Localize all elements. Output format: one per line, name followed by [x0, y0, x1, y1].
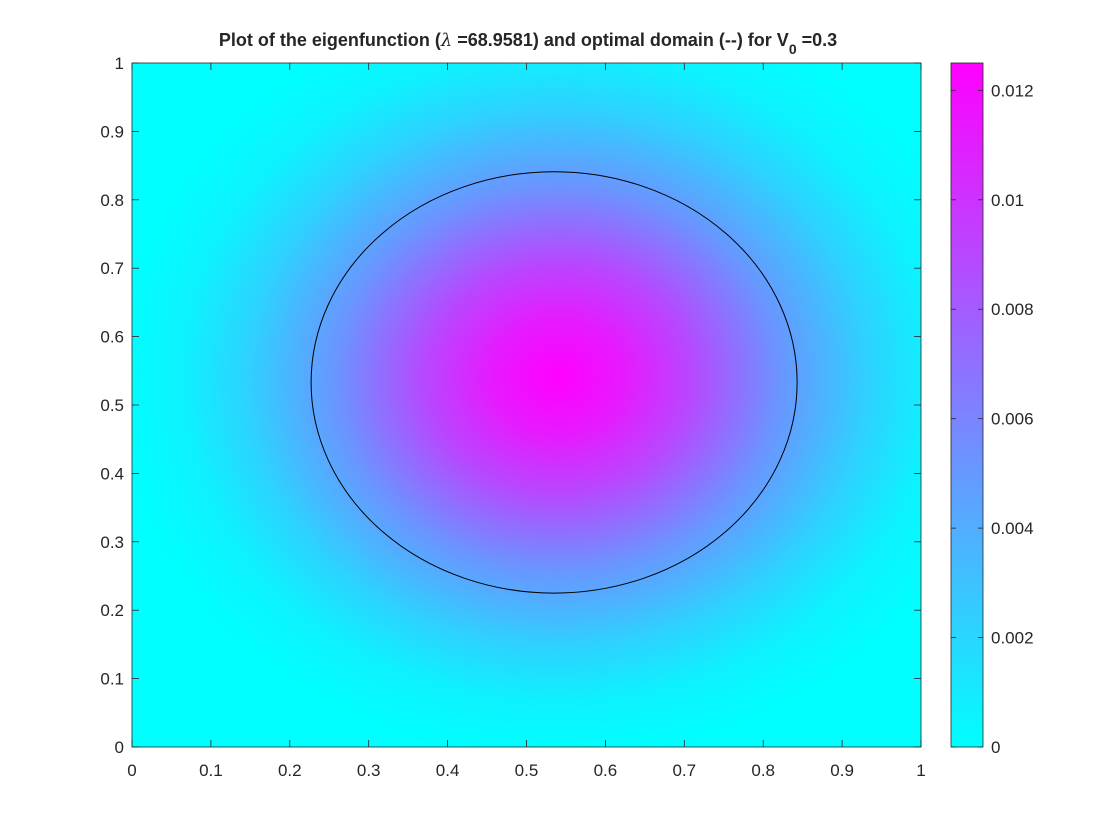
y-tick-label: 0.3 [100, 533, 124, 552]
x-tick-label: 0.4 [436, 761, 460, 780]
y-tick-label: 0.4 [100, 464, 124, 483]
x-tick-label: 0.1 [199, 761, 223, 780]
colorbar-tick-label: 0.01 [991, 191, 1024, 210]
colorbar-tick-label: 0.008 [991, 300, 1034, 319]
y-tick-label: 1 [115, 54, 124, 73]
title-lambda: λ [440, 30, 452, 51]
y-tick-label: 0.6 [100, 328, 124, 347]
title-prefix: Plot of the eigenfunction ( [219, 30, 441, 50]
x-axis: 0 0.1 0.2 0.3 0.4 0.5 0.6 0.7 0.8 0.9 1 [127, 63, 926, 780]
colorbar-tick-label: 0.006 [991, 410, 1034, 429]
colorbar-ticks: 0 0.002 0.004 0.006 0.008 0.01 0.012 [951, 81, 1034, 757]
title-subscript: 0 [789, 41, 797, 57]
colorbar-box [950, 62, 984, 748]
eigenfunction-field [132, 63, 921, 747]
y-tick-label: 0 [115, 738, 124, 757]
y-tick-label: 0.5 [100, 396, 124, 415]
title-lambda-text: =68.9581) and optimal domain (--) for V [452, 30, 789, 50]
x-tick-label: 0.5 [515, 761, 539, 780]
y-tick-label: 0.9 [100, 122, 124, 141]
y-tick-label: 0.7 [100, 259, 124, 278]
x-tick-label: 0.6 [594, 761, 618, 780]
colorbar: 0 0.002 0.004 0.006 0.008 0.01 0.012 [950, 62, 1034, 757]
x-tick-label: 0.3 [357, 761, 381, 780]
y-tick-label: 0.8 [100, 191, 124, 210]
colorbar-fill [951, 63, 983, 747]
y-tick-label: 0.1 [100, 670, 124, 689]
colorbar-tick-label: 0.012 [991, 81, 1034, 100]
x-tick-label: 0 [127, 761, 136, 780]
x-tick-label: 0.8 [751, 761, 775, 780]
x-tick-label: 0.7 [672, 761, 696, 780]
plot-axes: 0 0.1 0.2 0.3 0.4 0.5 0.6 0.7 0.8 0.9 1 0 0.1 0.2 0.3… [100, 54, 925, 780]
x-tick-label: 0.9 [830, 761, 854, 780]
x-tick-label: 0.2 [278, 761, 302, 780]
y-axis: 0 0.1 0.2 0.3 0.4 0.5 0.6 0.7 0.8 0.9 1 [100, 54, 921, 757]
title-suffix: =0.3 [797, 30, 838, 50]
chart-title: Plot of the eigenfunction (λ =68.9581) a… [219, 30, 837, 57]
colorbar-tick-label: 0.004 [991, 519, 1034, 538]
y-tick-label: 0.2 [100, 601, 124, 620]
x-tick-label: 1 [916, 761, 925, 780]
optimal-domain-contour [310, 171, 798, 594]
colorbar-tick-label: 0.002 [991, 629, 1034, 648]
colorbar-tick-label: 0 [991, 738, 1000, 757]
